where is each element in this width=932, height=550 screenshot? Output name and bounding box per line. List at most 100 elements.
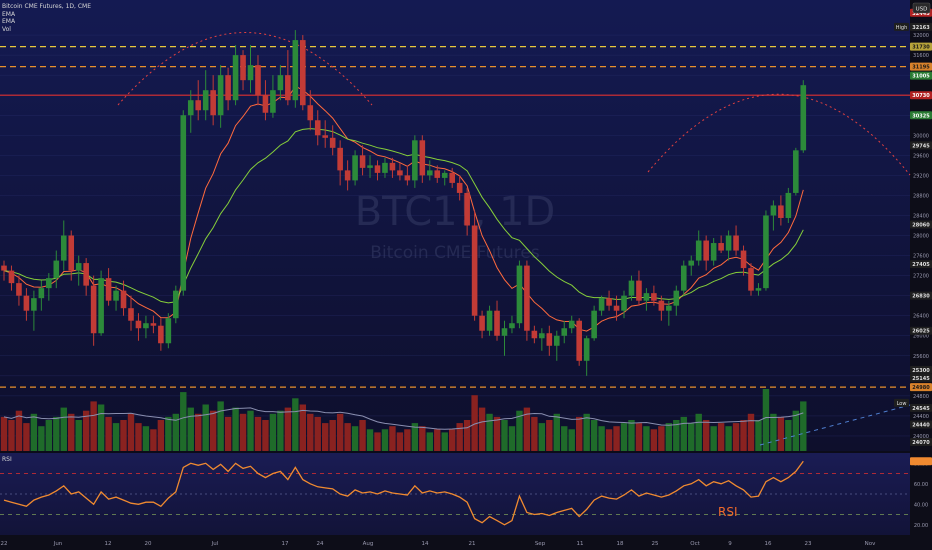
candle[interactable] <box>158 318 164 351</box>
candle[interactable] <box>613 295 620 321</box>
candle[interactable] <box>374 160 381 181</box>
candle[interactable] <box>778 195 784 226</box>
candle[interactable] <box>8 265 15 291</box>
candle[interactable] <box>785 187 792 223</box>
candle[interactable] <box>598 295 605 316</box>
price-axis-panel[interactable] <box>910 0 932 550</box>
left-arc-drawing[interactable] <box>117 32 373 106</box>
candle[interactable] <box>180 110 187 296</box>
candle[interactable] <box>83 258 89 296</box>
candle[interactable] <box>46 273 52 301</box>
candle[interactable] <box>524 260 530 341</box>
candle[interactable] <box>628 275 635 301</box>
candle[interactable] <box>307 90 314 131</box>
candle[interactable] <box>718 235 724 254</box>
candle[interactable] <box>494 300 500 341</box>
price-axis[interactable]: 3200031600312003080030400300002960029200… <box>894 8 932 446</box>
candle[interactable] <box>531 325 538 344</box>
candle[interactable] <box>150 315 157 334</box>
candle[interactable] <box>382 157 388 178</box>
candle[interactable] <box>636 270 642 306</box>
candle[interactable] <box>113 285 119 311</box>
candle[interactable] <box>441 170 448 186</box>
candle[interactable] <box>120 280 127 316</box>
candle[interactable] <box>621 290 627 319</box>
candle[interactable] <box>135 313 142 341</box>
right-arc-drawing[interactable] <box>647 93 911 176</box>
candle[interactable] <box>680 260 687 296</box>
arc-drawings[interactable] <box>117 32 911 446</box>
candle[interactable] <box>195 80 202 121</box>
candle[interactable] <box>793 147 799 196</box>
candle[interactable] <box>434 165 441 183</box>
candle[interactable] <box>576 318 582 366</box>
candle[interactable] <box>419 135 426 183</box>
candle[interactable] <box>232 45 239 106</box>
candle[interactable] <box>568 315 575 334</box>
candle[interactable] <box>247 45 254 93</box>
candle[interactable] <box>187 90 194 133</box>
candle[interactable] <box>143 315 149 339</box>
candle[interactable] <box>68 230 75 281</box>
candle[interactable] <box>561 320 568 344</box>
candle[interactable] <box>666 300 672 326</box>
candle[interactable] <box>322 120 329 148</box>
candle[interactable] <box>673 285 680 316</box>
candle[interactable] <box>658 295 665 321</box>
support-trendline[interactable] <box>759 404 911 446</box>
candle[interactable] <box>404 165 411 186</box>
indicator-ema-slow[interactable]: EMA <box>2 18 16 25</box>
candle[interactable] <box>553 330 560 361</box>
candle[interactable] <box>75 255 82 286</box>
candle[interactable] <box>651 285 657 306</box>
candle[interactable] <box>165 313 172 349</box>
candles[interactable] <box>1 30 807 376</box>
candle[interactable] <box>292 30 299 108</box>
candle[interactable] <box>426 160 433 181</box>
candle[interactable] <box>725 230 732 261</box>
candle[interactable] <box>412 135 418 188</box>
candle[interactable] <box>344 160 351 191</box>
candle[interactable] <box>255 55 261 106</box>
candle[interactable] <box>688 255 695 276</box>
candle[interactable] <box>270 75 276 118</box>
candle[interactable] <box>210 75 216 126</box>
candle[interactable] <box>23 288 30 321</box>
candle[interactable] <box>748 263 754 296</box>
candle[interactable] <box>471 210 478 321</box>
candle[interactable] <box>539 328 545 351</box>
candle[interactable] <box>509 315 515 334</box>
indicator-volume[interactable]: Vol <box>2 25 11 33</box>
candle[interactable] <box>389 157 396 178</box>
candle[interactable] <box>740 245 747 276</box>
candle[interactable] <box>31 290 37 331</box>
candle[interactable] <box>359 145 366 176</box>
candle[interactable] <box>755 283 762 296</box>
candle[interactable] <box>703 235 709 271</box>
candle[interactable] <box>314 110 321 146</box>
candle[interactable] <box>695 230 702 266</box>
candle[interactable] <box>583 335 590 376</box>
candle[interactable] <box>591 305 597 341</box>
candle[interactable] <box>449 167 455 188</box>
time-axis[interactable]: 22 Jun 12 20 Jul 17 24 Aug 14 21 Sep 11 18 25 Oct 9 16 23… <box>1 541 877 547</box>
candle[interactable] <box>479 310 485 339</box>
candle[interactable] <box>800 80 807 153</box>
horizontal-levels[interactable] <box>0 46 910 388</box>
candle[interactable] <box>202 70 209 121</box>
symbol-title[interactable]: Bitcoin CME Futures, 1D, CME <box>2 3 92 10</box>
candle[interactable] <box>606 290 612 311</box>
candle[interactable] <box>464 187 470 236</box>
candle[interactable] <box>352 150 358 186</box>
candle[interactable] <box>770 200 777 231</box>
candle[interactable] <box>60 220 67 271</box>
candle[interactable] <box>733 225 739 256</box>
candle[interactable] <box>643 288 650 311</box>
candle[interactable] <box>128 295 134 331</box>
currency-badge[interactable]: USD <box>912 2 931 14</box>
candle[interactable] <box>546 325 553 356</box>
time-axis-panel[interactable] <box>0 535 932 550</box>
candle[interactable] <box>710 238 717 266</box>
